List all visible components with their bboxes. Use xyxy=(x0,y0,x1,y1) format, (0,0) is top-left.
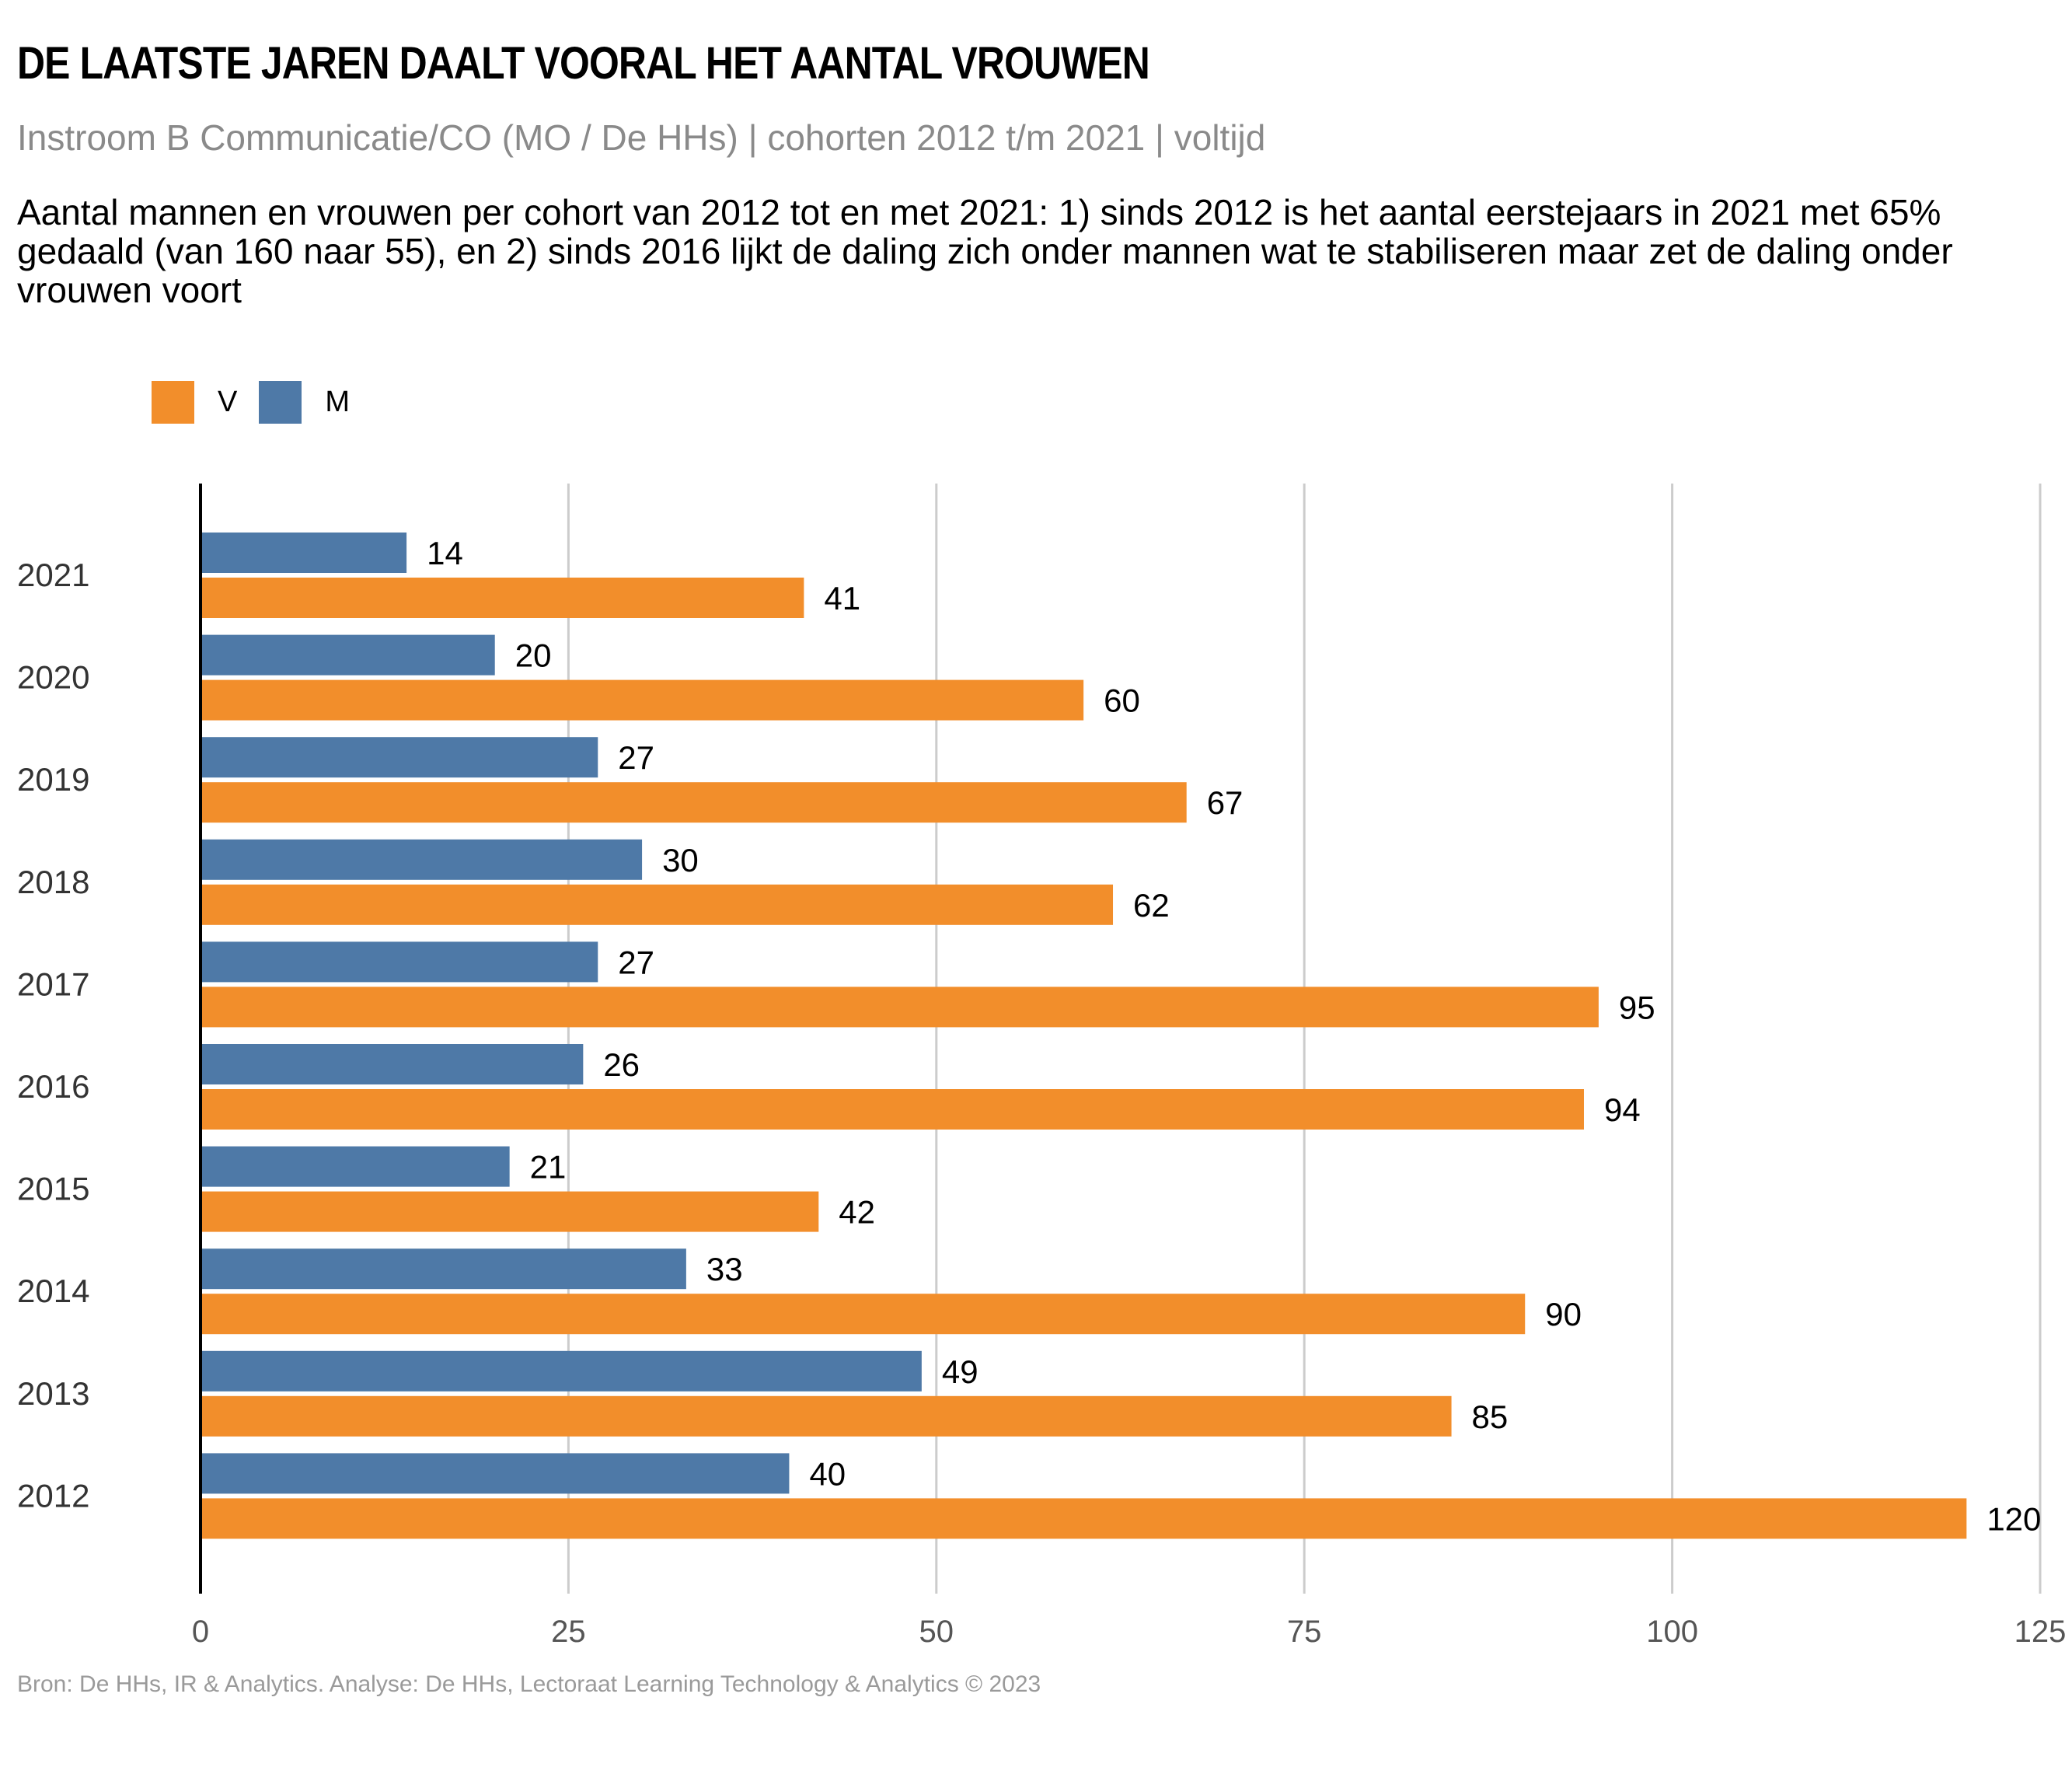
data-label-v-2016: 94 xyxy=(1604,1091,1641,1128)
bar-chart: 14 41 20 60 27 67 30 62 27 95 26 94 21 42 33 90 49 85 40 12… xyxy=(17,484,2066,1649)
bar-m-2012 xyxy=(201,1453,790,1494)
data-label-v-2015: 42 xyxy=(839,1194,875,1231)
bar-m-2016 xyxy=(201,1044,584,1084)
y-tick-label: 2018 xyxy=(17,864,89,900)
bar-v-2019 xyxy=(201,782,1187,823)
data-label-v-2020: 60 xyxy=(1104,683,1140,719)
chart-description: Aantal mannen en vrouwen per cohort van … xyxy=(17,192,1953,310)
chart-title: DE LAATSTE JAREN DAALT VOORAL HET AANTAL… xyxy=(17,38,1150,89)
bar-v-2012 xyxy=(201,1498,1967,1539)
y-tick-label: 2021 xyxy=(17,557,89,593)
y-tick-label: 2019 xyxy=(17,761,89,798)
x-tick-label: 50 xyxy=(919,1615,954,1649)
legend-swatch-v xyxy=(152,381,194,424)
bar-v-2016 xyxy=(201,1089,1584,1130)
legend-item-m: M xyxy=(259,381,350,424)
chart-subtitle: Instroom B Communicatie/CO (MO / De HHs)… xyxy=(17,117,1266,158)
bar-m-2017 xyxy=(201,941,598,983)
bar-m-2015 xyxy=(201,1146,510,1187)
data-label-m-2013: 49 xyxy=(942,1353,978,1390)
x-tick-label: 125 xyxy=(2014,1615,2067,1649)
y-tick-label: 2020 xyxy=(17,659,89,696)
data-label-m-2017: 27 xyxy=(618,944,654,980)
data-label-m-2015: 21 xyxy=(530,1149,567,1186)
x-tick-label: 75 xyxy=(1287,1615,1322,1649)
y-tick-label: 2014 xyxy=(17,1273,89,1309)
bar-m-2013 xyxy=(201,1350,922,1392)
data-label-v-2019: 67 xyxy=(1207,784,1244,821)
bar-m-2019 xyxy=(201,737,598,778)
data-label-m-2020: 20 xyxy=(515,637,552,674)
data-label-m-2016: 26 xyxy=(603,1046,640,1083)
bar-v-2018 xyxy=(201,884,1114,925)
legend-item-v: V xyxy=(152,381,237,424)
bar-layer xyxy=(201,533,1967,1539)
bar-v-2015 xyxy=(201,1191,819,1232)
bar-m-2018 xyxy=(201,839,643,880)
data-label-v-2013: 85 xyxy=(1472,1399,1509,1435)
axis-layer: 0 25 50 75 100 125202120202019201820172016201… xyxy=(17,484,2066,1649)
data-label-m-2018: 30 xyxy=(662,842,699,878)
data-label-v-2021: 41 xyxy=(824,580,860,616)
bar-v-2013 xyxy=(201,1395,1452,1437)
legend-label-v: V xyxy=(218,386,238,418)
x-tick-label: 0 xyxy=(192,1615,209,1649)
legend-swatch-m xyxy=(259,381,302,424)
y-tick-label: 2016 xyxy=(17,1068,89,1105)
y-tick-label: 2013 xyxy=(17,1375,89,1412)
source-note: Bron: De HHs, IR & Analytics. Analyse: D… xyxy=(17,1671,1041,1697)
data-label-v-2017: 95 xyxy=(1619,989,1655,1025)
data-label-m-2019: 27 xyxy=(618,739,654,776)
bar-m-2014 xyxy=(201,1248,686,1290)
bar-m-2020 xyxy=(201,634,495,676)
bar-v-2021 xyxy=(201,578,804,618)
data-label-v-2014: 90 xyxy=(1545,1296,1582,1332)
data-label-m-2021: 14 xyxy=(427,535,463,571)
legend-label-m: M xyxy=(325,386,351,418)
y-tick-label: 2017 xyxy=(17,966,89,1002)
data-label-v-2018: 62 xyxy=(1133,887,1170,924)
label-layer: 14 41 20 60 27 67 30 62 27 95 26 94 21 42 33 90 49 85 40 12… xyxy=(427,535,2041,1537)
x-tick-label: 100 xyxy=(1646,1615,1698,1649)
bar-v-2020 xyxy=(201,679,1084,721)
legend: V M xyxy=(152,381,371,424)
data-label-v-2012: 120 xyxy=(1987,1500,2041,1537)
bar-m-2021 xyxy=(201,533,407,573)
data-label-m-2012: 40 xyxy=(809,1455,846,1492)
y-tick-label: 2012 xyxy=(17,1477,89,1514)
bar-v-2017 xyxy=(201,987,1599,1028)
bar-v-2014 xyxy=(201,1294,1526,1335)
x-tick-label: 25 xyxy=(551,1615,586,1649)
y-tick-label: 2015 xyxy=(17,1171,89,1207)
data-label-m-2014: 33 xyxy=(706,1251,743,1287)
